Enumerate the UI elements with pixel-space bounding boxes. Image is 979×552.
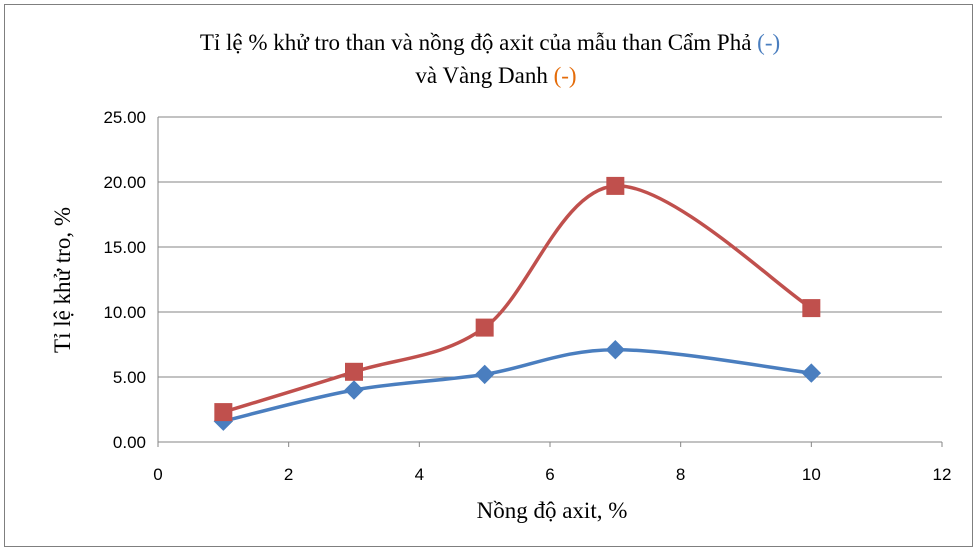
y-tick-label: 20.00 bbox=[103, 173, 146, 192]
axes bbox=[157, 117, 943, 447]
x-tick-label: 8 bbox=[676, 465, 685, 484]
data-point-diamond bbox=[474, 364, 495, 385]
y-axis-label: Tỉ lệ khử tro, % bbox=[50, 207, 75, 353]
data-point-square bbox=[345, 362, 363, 381]
y-tick-label: 0.00 bbox=[113, 433, 146, 452]
x-tick-label: 0 bbox=[153, 465, 162, 484]
data-point-diamond bbox=[801, 363, 822, 383]
chart-title-line1: Tỉ lệ % khử tro than và nồng độ axit của… bbox=[200, 30, 780, 55]
data-point-square bbox=[606, 176, 625, 195]
series-markers bbox=[213, 176, 822, 431]
y-tick-label: 10.00 bbox=[103, 303, 146, 322]
data-point-square bbox=[214, 403, 233, 422]
x-tick-label: 4 bbox=[415, 465, 424, 484]
data-point-diamond bbox=[605, 339, 626, 360]
x-tick-label: 6 bbox=[545, 465, 554, 484]
x-axis-label: Nồng độ axit, % bbox=[477, 498, 628, 523]
x-tick-label: 2 bbox=[284, 465, 293, 484]
x-tick-label: 10 bbox=[802, 465, 821, 484]
y-tick-label: 5.00 bbox=[113, 368, 146, 387]
x-tick-label: 12 bbox=[933, 465, 952, 484]
series-line-2 bbox=[222, 184, 813, 414]
chart-frame bbox=[4, 4, 973, 547]
grid-lines bbox=[158, 116, 942, 378]
y-tick-label: 15.00 bbox=[103, 238, 146, 257]
tick-labels: 0.00 5.00 10.00 15.00 20.00 25.00 0 2 4 6 8 10 12 bbox=[103, 108, 951, 484]
series-lines bbox=[222, 184, 813, 423]
y-tick-label: 25.00 bbox=[103, 108, 146, 127]
data-point-square bbox=[475, 318, 494, 337]
data-point-square bbox=[802, 299, 821, 318]
chart-title-line2: và Vàng Danh (-) bbox=[415, 63, 576, 88]
data-point-diamond bbox=[344, 380, 364, 400]
